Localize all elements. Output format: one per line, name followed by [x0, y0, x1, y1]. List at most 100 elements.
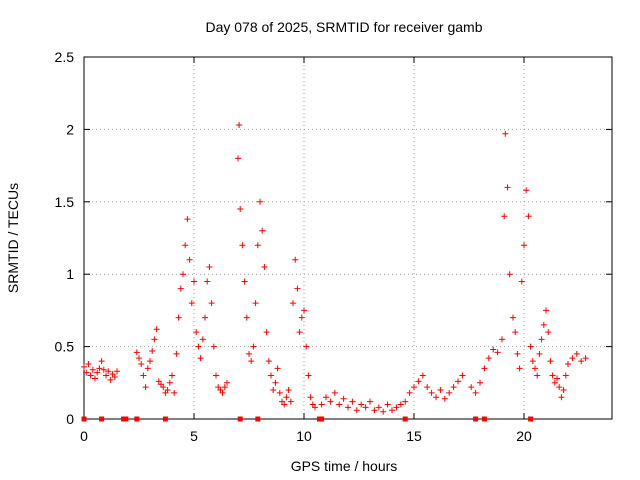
data-point: [257, 198, 263, 205]
data-point: [296, 329, 303, 336]
data-point: [98, 358, 105, 365]
data-point: [177, 285, 184, 292]
data-point: [250, 343, 257, 350]
y-tick-label: 1: [66, 266, 74, 282]
data-point: [142, 384, 149, 391]
data-point: [512, 329, 519, 336]
data-point: [175, 314, 182, 321]
data-point: [197, 355, 204, 362]
data-point: [208, 300, 215, 307]
data-point: [358, 401, 365, 408]
data-point: [147, 358, 153, 365]
data-point: [510, 314, 516, 321]
data-point: [274, 365, 281, 372]
data-point: [160, 384, 167, 391]
data-point: [210, 343, 217, 350]
data-point: [153, 326, 160, 333]
zero-level-point: [162, 416, 168, 422]
data-point: [254, 242, 261, 249]
x-tick-label: 5: [190, 428, 198, 444]
data-point: [140, 372, 147, 379]
data-point: [529, 358, 536, 365]
data-point: [85, 360, 92, 367]
data-point: [114, 368, 120, 375]
zero-level-point: [123, 416, 129, 422]
data-point: [516, 365, 523, 372]
zero-level-point: [319, 416, 325, 422]
data-point: [501, 213, 508, 220]
data-point: [477, 379, 483, 386]
data-point: [305, 372, 312, 379]
data-point: [494, 349, 501, 356]
data-point: [96, 365, 103, 372]
data-point: [136, 355, 142, 362]
data-point: [340, 395, 347, 402]
data-point: [213, 372, 219, 379]
data-point: [437, 387, 444, 394]
data-point: [195, 343, 202, 350]
data-point: [481, 365, 488, 372]
data-point: [259, 227, 266, 234]
data-point: [393, 404, 400, 411]
data-point: [276, 389, 283, 396]
data-point: [545, 329, 552, 336]
data-point: [331, 389, 338, 396]
data-point: [384, 401, 391, 408]
data-point: [523, 187, 530, 194]
data-point: [261, 263, 268, 270]
data-point: [281, 401, 288, 408]
data-point: [514, 350, 521, 357]
x-tick-label: 20: [516, 428, 532, 444]
data-point: [336, 401, 343, 408]
data-point: [502, 130, 509, 137]
data-point: [290, 300, 296, 307]
data-point: [353, 407, 360, 414]
data-point: [169, 372, 175, 379]
data-point: [173, 350, 180, 357]
data-point: [303, 343, 310, 350]
data-point: [100, 366, 107, 373]
data-point: [241, 278, 248, 285]
data-point: [551, 379, 558, 386]
data-point: [468, 384, 475, 391]
data-point: [521, 242, 527, 249]
data-point: [246, 350, 252, 357]
data-point: [536, 350, 543, 357]
grid-lines: [84, 57, 612, 419]
data-point: [569, 355, 576, 362]
data-point: [107, 376, 114, 383]
data-point: [525, 213, 532, 220]
data-point: [490, 346, 497, 353]
zero-level-point: [99, 416, 105, 422]
data-point: [485, 355, 492, 362]
data-point: [164, 387, 171, 394]
data-point: [419, 372, 426, 379]
data-point: [389, 407, 395, 414]
data-point: [236, 122, 243, 129]
y-tick-label: 2: [66, 121, 74, 137]
data-point: [265, 358, 272, 365]
data-point: [206, 263, 213, 270]
chart-title: Day 078 of 2025, SRMTID for receiver gam…: [205, 19, 482, 35]
data-point: [506, 271, 513, 278]
data-point: [554, 375, 560, 382]
data-point: [406, 389, 413, 396]
data-point: [402, 398, 409, 405]
data-point: [540, 321, 547, 328]
data-point: [538, 336, 545, 343]
data-point: [186, 256, 193, 263]
data-point: [397, 401, 404, 408]
zero-level-point: [528, 416, 534, 422]
data-point: [94, 369, 101, 376]
data-point: [327, 398, 334, 405]
y-tick-label: 2.5: [55, 49, 75, 65]
data-point: [270, 387, 277, 394]
y-tick-label: 1.5: [55, 194, 75, 210]
data-point: [428, 389, 435, 396]
data-point: [182, 242, 189, 249]
zero-level-point: [255, 416, 261, 422]
data-point: [184, 216, 191, 223]
data-point: [103, 372, 109, 379]
data-point: [349, 398, 356, 405]
zero-level-point: [134, 416, 140, 422]
